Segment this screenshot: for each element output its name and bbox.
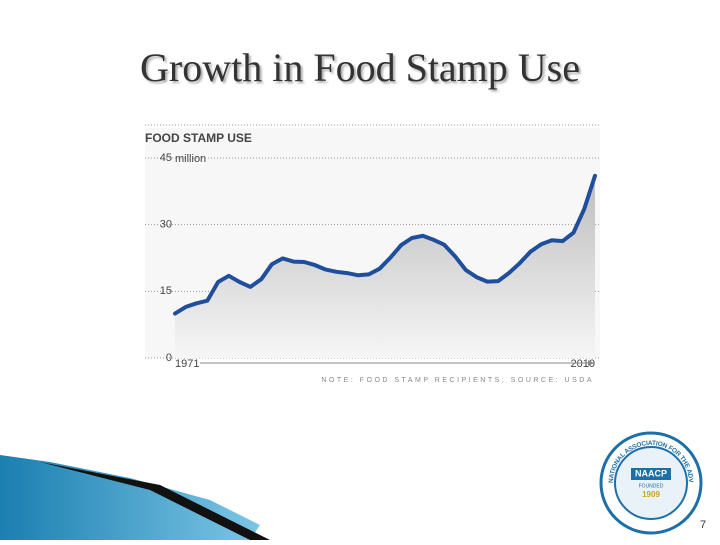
area — [175, 175, 595, 358]
chart-note: NOTE: FOOD STAMP RECIPIENTS; SOURCE: USD… — [321, 377, 594, 384]
slide-title: Growth in Food Stamp Use — [140, 45, 580, 90]
chart-title: FOOD STAMP USE — [145, 131, 252, 145]
decor-swoosh — [0, 455, 260, 540]
y-unit: million — [175, 153, 206, 165]
logo-inner — [614, 446, 688, 520]
y-tick-label: 15 — [160, 285, 172, 297]
logo-banner — [631, 468, 671, 480]
decor-swoosh-dark — [40, 462, 270, 540]
x-tick-label: 1971 — [175, 358, 199, 370]
y-tick-label: 45 — [160, 152, 172, 164]
y-tick-label: 0 — [166, 352, 172, 364]
logo-founded: FOUNDED — [639, 483, 664, 489]
page-number: 7 — [700, 519, 706, 531]
line — [173, 173, 597, 316]
arrow-head — [588, 360, 594, 366]
y-tick-label: 30 — [160, 219, 172, 231]
logo-year: 1909 — [642, 490, 660, 499]
logo-name: NAACP — [635, 468, 667, 478]
